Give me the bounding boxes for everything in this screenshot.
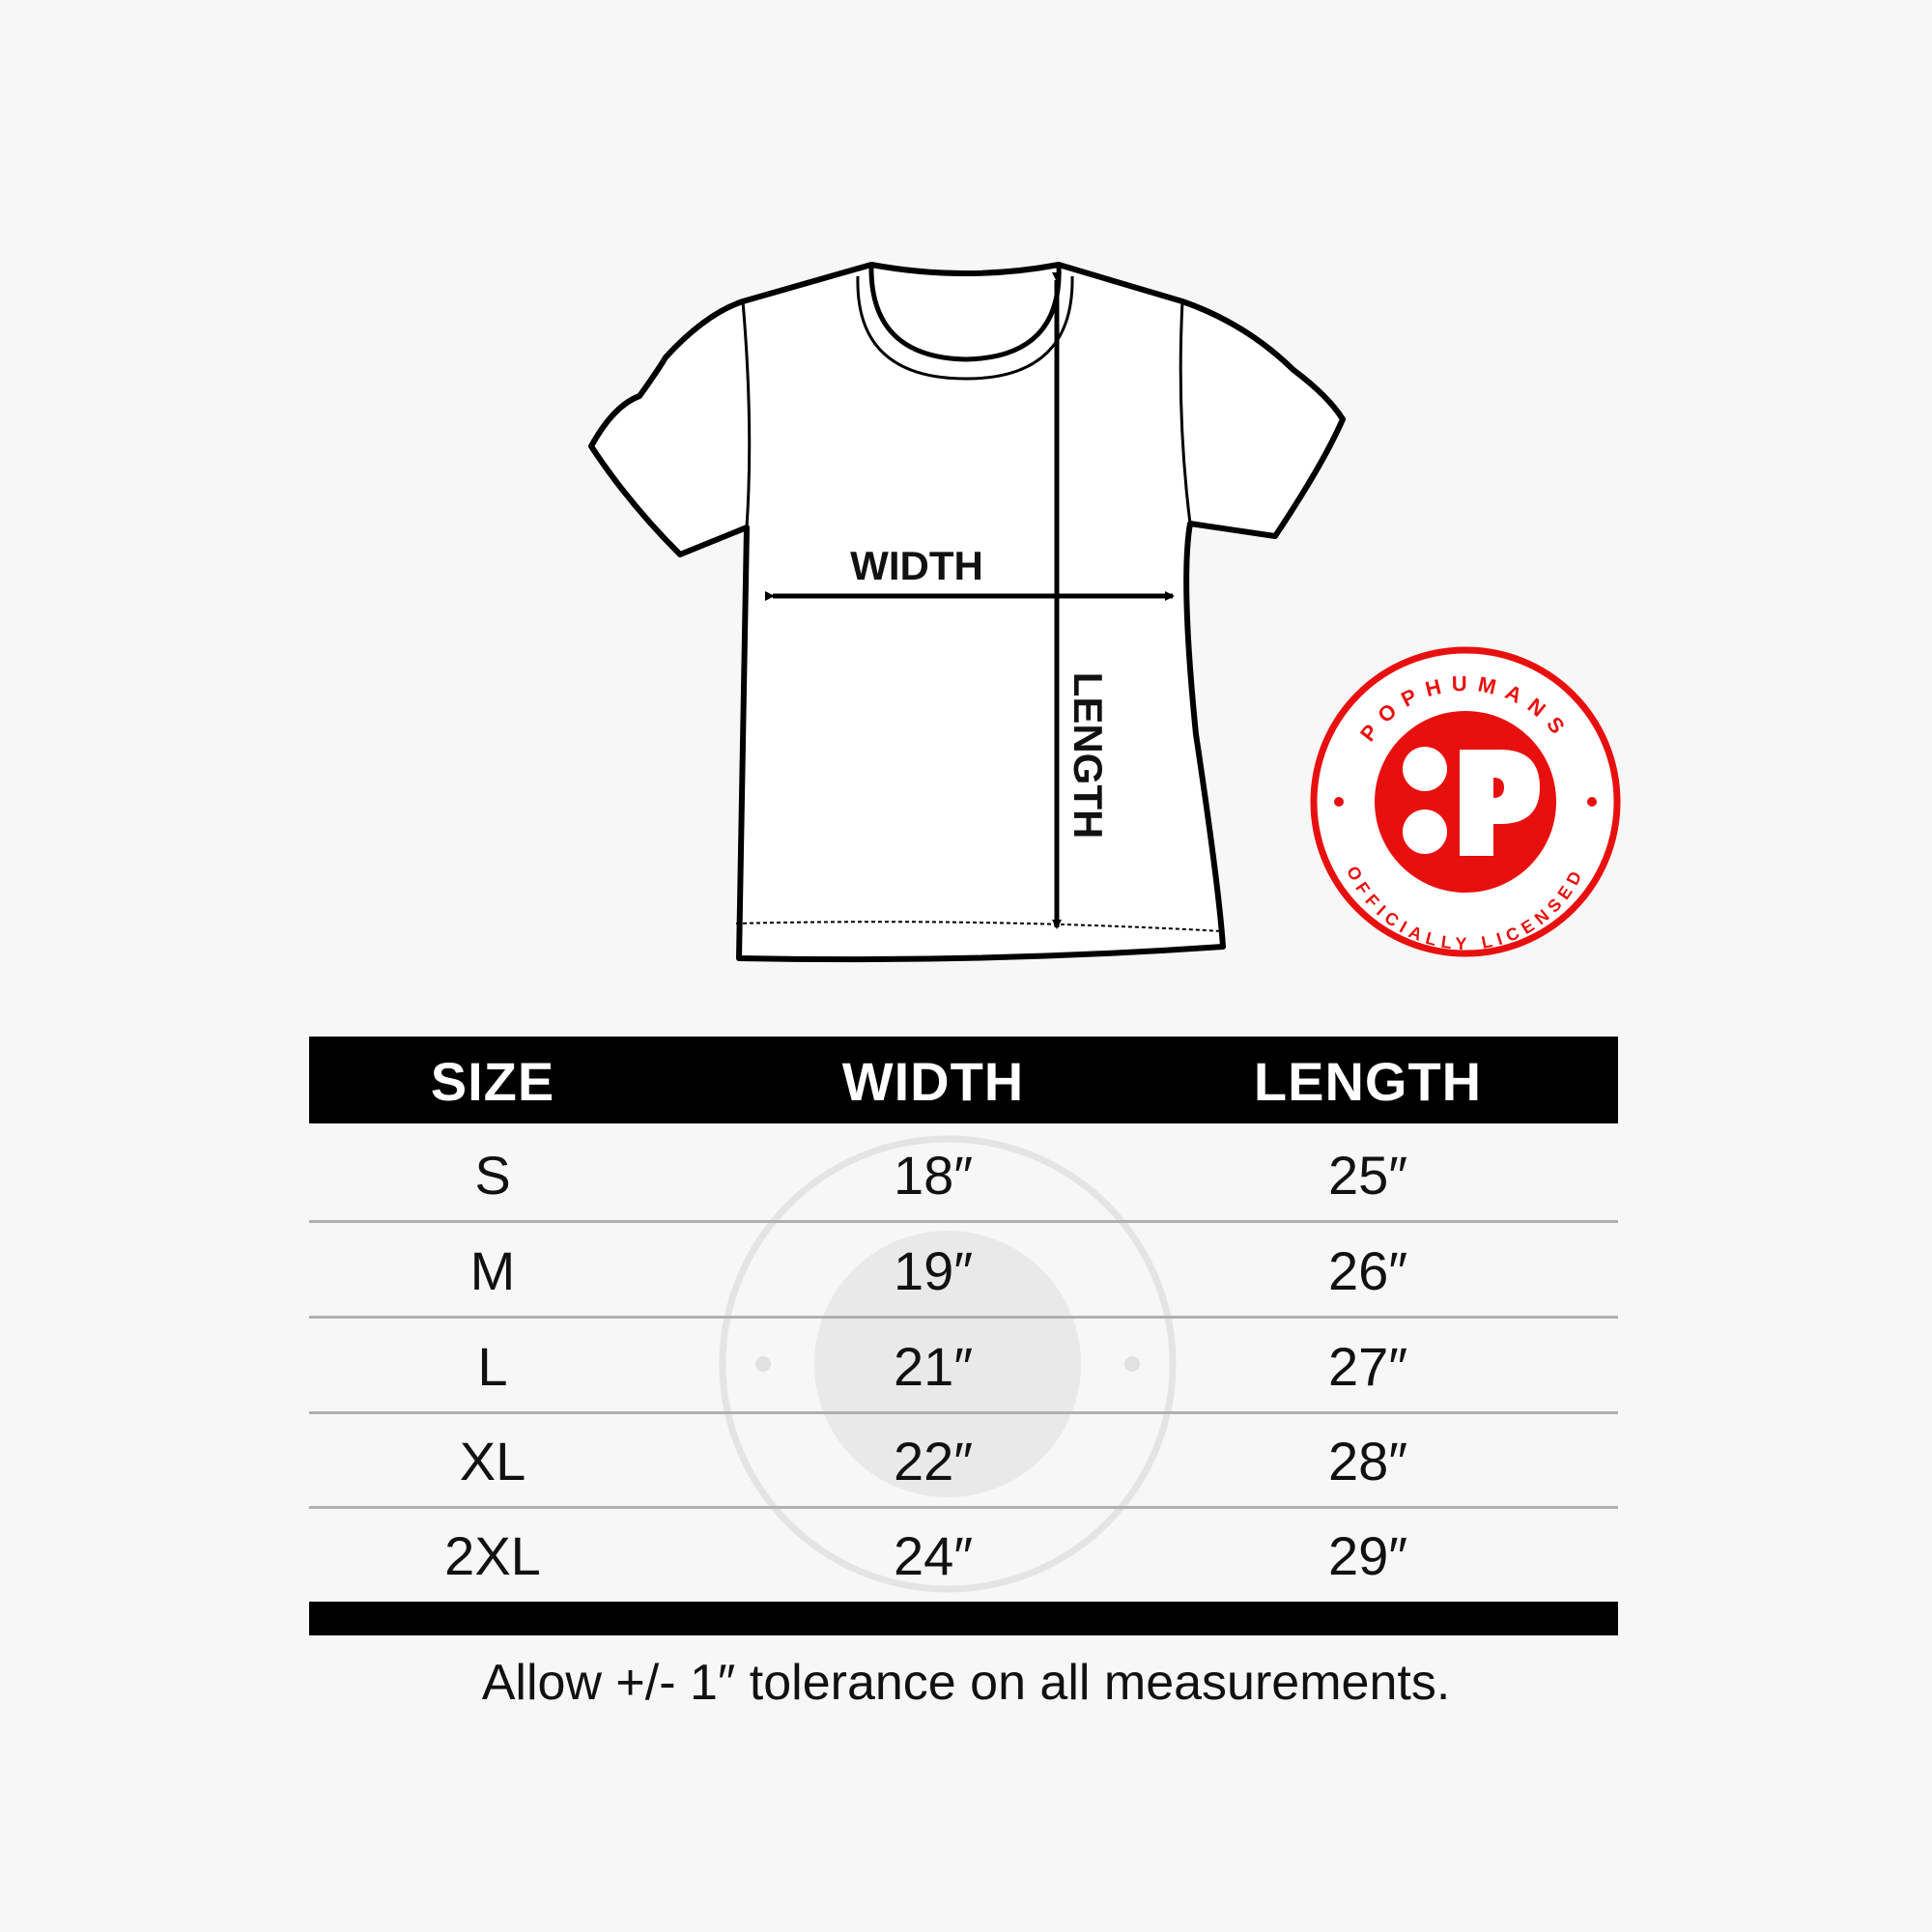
width-cell: 19″ <box>893 1240 974 1301</box>
table-row: 2XL 24″ 29″ <box>309 1507 1618 1602</box>
width-cell: 22″ <box>893 1431 974 1492</box>
officially-licensed-badge: POPHUMANS OFFICIALLY LICENSED <box>1310 646 1621 957</box>
size-cell: XL <box>459 1431 526 1492</box>
length-cell: 28″ <box>1327 1431 1408 1492</box>
size-cell: L <box>477 1336 508 1397</box>
watermark-logo <box>719 1135 1177 1593</box>
length-cell: 25″ <box>1327 1145 1408 1206</box>
width-cell: 24″ <box>893 1525 974 1586</box>
measure-arrows <box>765 272 1175 929</box>
width-cell: 21″ <box>893 1336 974 1397</box>
length-cell: 26″ <box>1327 1240 1408 1301</box>
size-cell: 2XL <box>444 1525 541 1586</box>
row-divider <box>309 1506 1618 1509</box>
header-size: SIZE <box>430 1051 555 1112</box>
table-bottom-bar <box>309 1602 1618 1635</box>
length-label: LENGTH <box>1065 672 1111 839</box>
width-label: WIDTH <box>850 543 983 588</box>
size-cell: S <box>474 1145 511 1206</box>
table-row: M 19″ 26″ <box>309 1222 1618 1317</box>
length-cell: 27″ <box>1327 1336 1408 1397</box>
table-row: L 21″ 27″ <box>309 1318 1618 1412</box>
length-cell: 29″ <box>1327 1525 1408 1586</box>
table-header: SIZE WIDTH LENGTH <box>309 1037 1618 1123</box>
header-length: LENGTH <box>1253 1051 1483 1112</box>
header-width: WIDTH <box>841 1051 1025 1112</box>
table-row: XL 22″ 28″ <box>309 1412 1618 1507</box>
row-divider <box>309 1316 1618 1319</box>
row-divider <box>309 1220 1618 1223</box>
size-cell: M <box>469 1240 516 1301</box>
table-row: S 18″ 25″ <box>309 1126 1618 1221</box>
tshirt-outline <box>588 262 1346 963</box>
row-divider <box>309 1411 1618 1414</box>
width-cell: 18″ <box>893 1145 974 1206</box>
tolerance-note: Allow +/- 1″ tolerance on all measuremen… <box>481 1655 1451 1711</box>
